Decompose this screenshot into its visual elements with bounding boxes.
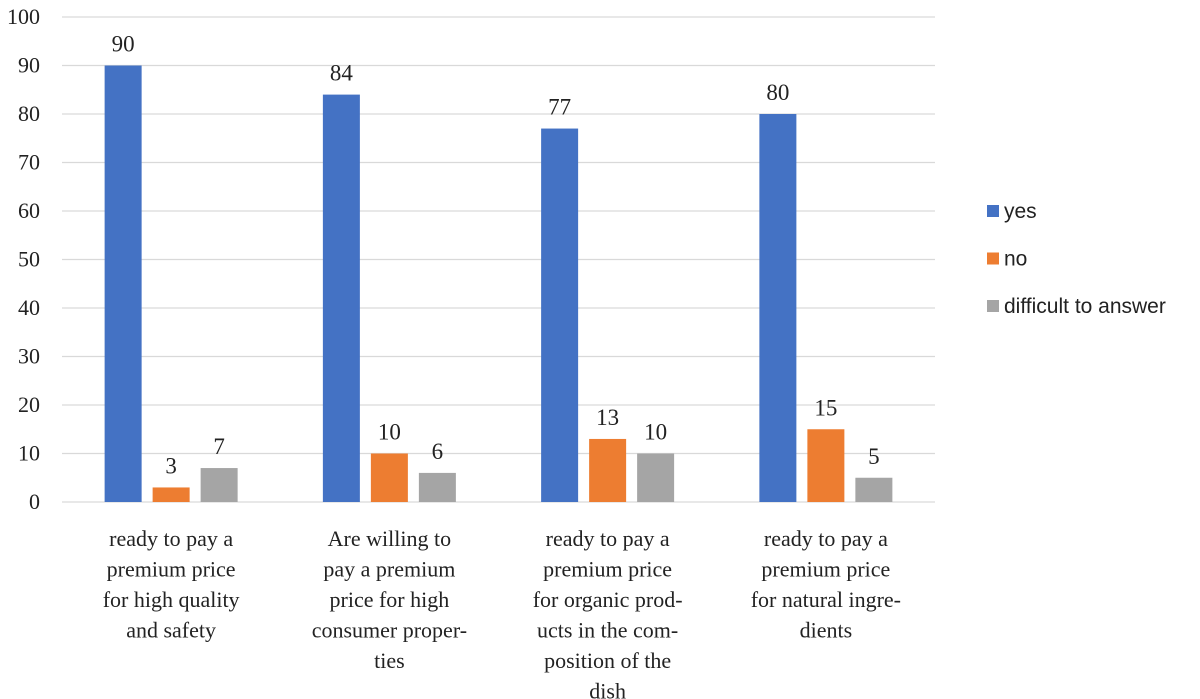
category-label: ties	[374, 648, 405, 673]
category-label: and safety	[126, 618, 216, 643]
bar-yes	[104, 65, 142, 502]
bar-difficult-to-answer	[200, 468, 238, 502]
bar-no	[589, 438, 627, 502]
data-label: 3	[165, 453, 177, 478]
bar-no	[370, 453, 408, 502]
bar-no	[807, 429, 845, 502]
data-label: 7	[213, 434, 225, 459]
data-label: 10	[644, 420, 667, 445]
category-label: premium price	[761, 557, 890, 582]
bar-difficult-to-answer	[855, 477, 893, 502]
category-label: premium price	[107, 557, 236, 582]
y-tick-label: 60	[18, 198, 40, 223]
legend-label: no	[1004, 248, 1027, 271]
bar-yes	[322, 94, 360, 502]
category-label: for natural ingre-	[751, 587, 901, 612]
bars	[104, 65, 893, 503]
bar-no	[152, 487, 190, 502]
category-label: for high quality	[103, 587, 240, 612]
y-tick-label: 100	[7, 4, 40, 29]
gridlines	[62, 16, 935, 503]
data-label: 6	[432, 439, 444, 464]
y-tick-label: 40	[18, 295, 40, 320]
category-label: Are willing to	[328, 526, 451, 551]
category-label: consumer proper-	[312, 618, 467, 643]
bar-difficult-to-answer	[418, 472, 456, 502]
category-label: ucts in the com-	[537, 618, 678, 643]
category-label: price for high	[330, 587, 450, 612]
bar-difficult-to-answer	[637, 453, 675, 502]
category-label: for organic prod-	[533, 587, 683, 612]
legend-swatch-difficult-to-answer	[987, 300, 999, 312]
bar-yes	[541, 128, 579, 503]
category-label: pay a premium	[323, 557, 455, 582]
legend-swatch-yes	[987, 205, 999, 217]
data-label: 80	[766, 80, 789, 105]
y-tick-label: 20	[18, 392, 40, 417]
y-tick-label: 80	[18, 101, 40, 126]
y-tick-label: 70	[18, 150, 40, 175]
y-tick-label: 30	[18, 344, 40, 369]
y-tick-label: 90	[18, 53, 40, 78]
data-label: 90	[112, 32, 135, 57]
category-label: dients	[800, 618, 853, 643]
legend-label: yes	[1004, 200, 1037, 223]
data-labels: 90 3 7 84 10 6 77 13 10 80 15 5	[112, 32, 880, 479]
data-label: 10	[378, 420, 401, 445]
category-label: premium price	[543, 557, 672, 582]
legend: yes no difficult to answer	[987, 200, 1166, 318]
bar-yes	[759, 114, 797, 502]
y-tick-label: 10	[18, 441, 40, 466]
category-label: position of the	[544, 648, 671, 673]
category-label: ready to pay a	[546, 526, 670, 551]
category-label: ready to pay a	[109, 526, 233, 551]
category-labels: ready to pay a premium price for high qual…	[103, 526, 901, 699]
data-label: 15	[814, 395, 837, 420]
category-label: dish	[589, 679, 626, 699]
y-tick-label: 50	[18, 247, 40, 272]
data-label: 13	[596, 405, 619, 430]
y-tick-label: 0	[29, 489, 40, 514]
data-label: 5	[868, 444, 880, 469]
category-label: ready to pay a	[764, 526, 888, 551]
y-axis-ticks: 0 10 20 30 40 50 60 70 80 90 100	[7, 4, 40, 514]
data-label: 77	[548, 95, 571, 120]
data-label: 84	[330, 61, 354, 86]
legend-swatch-no	[987, 252, 999, 265]
legend-label: difficult to answer	[1004, 295, 1166, 318]
